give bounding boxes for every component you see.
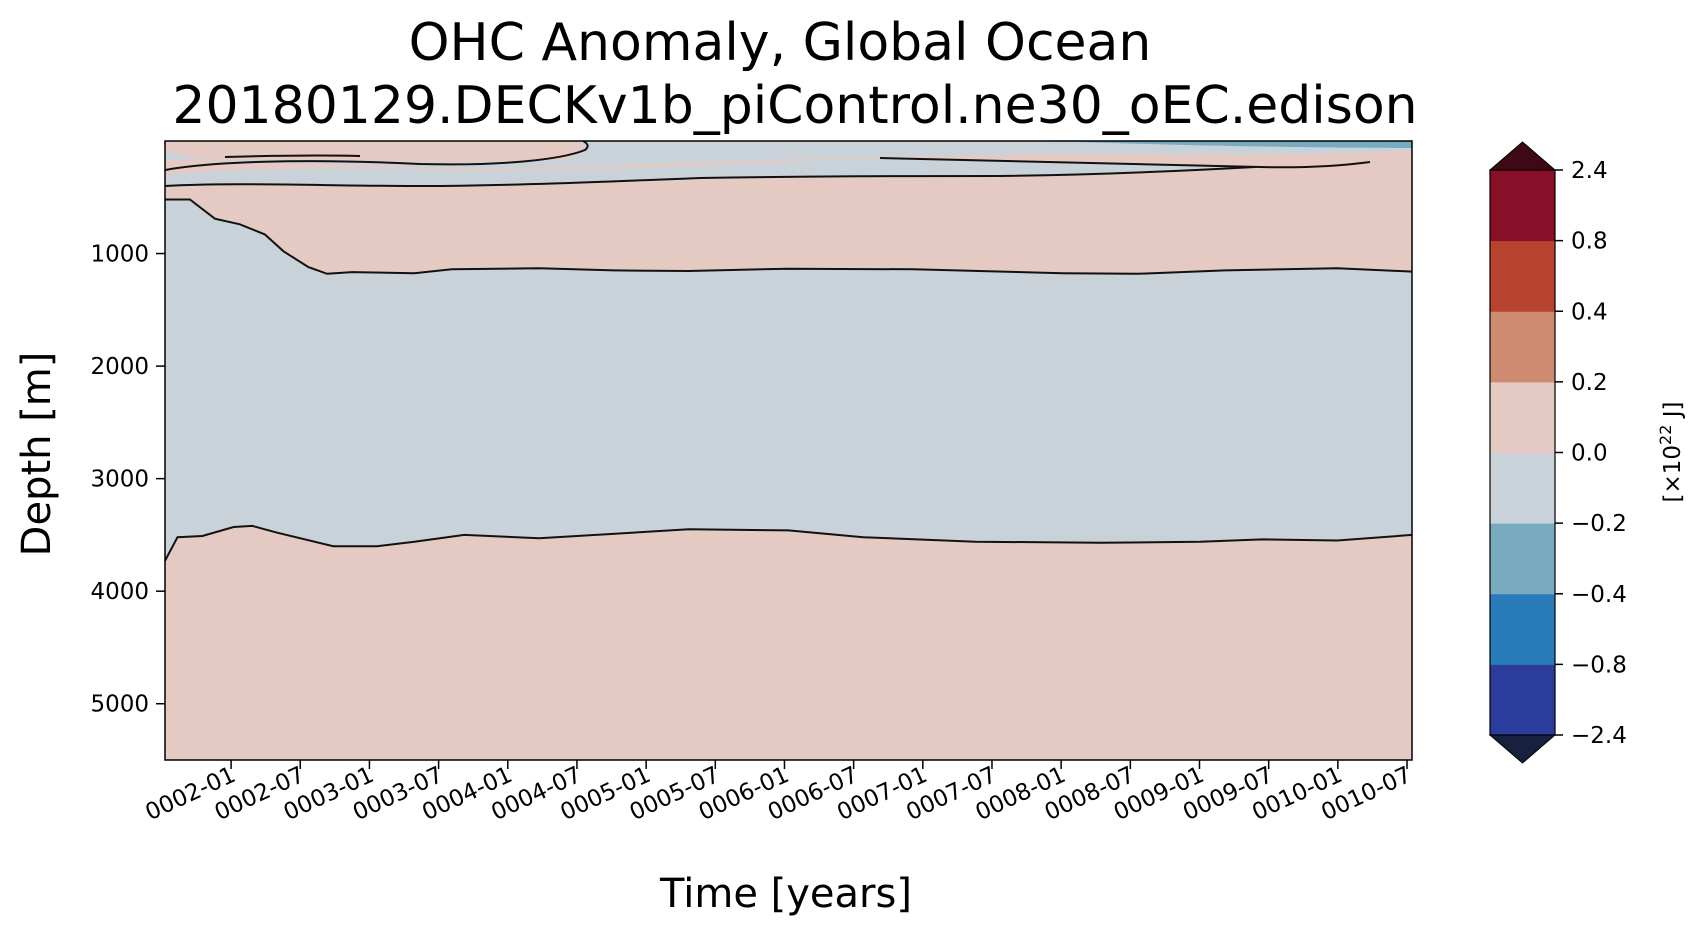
region-middle-negative: [165, 199, 1412, 561]
contour-line-upper: [165, 198, 1412, 275]
contour-line-deep: [165, 524, 1412, 562]
near-surface-positive-band: [165, 141, 584, 163]
colorbar-tick-label: 0.4: [1571, 299, 1608, 325]
colorbar-tick-label: 2.4: [1571, 158, 1608, 184]
y-tick-label: 4000: [90, 579, 149, 605]
contour-plot-area: [164, 140, 1413, 761]
colorbar-tick-label: 0.2: [1571, 370, 1608, 396]
contour-line-shallow-upper: [165, 141, 589, 171]
chart-title-line2: 20180129.DECKv1b_piControl.ne30_oEC.edis…: [172, 76, 1417, 136]
colorbar-segment: [1490, 311, 1555, 383]
colorbar-tick-label: −2.4: [1571, 723, 1627, 749]
y-tick-label: 1000: [90, 242, 149, 268]
colorbar-segment: [1490, 593, 1555, 665]
chart-title-line1: OHC Anomaly, Global Ocean: [409, 13, 1152, 73]
contour-line-shallow-loop: [224, 154, 361, 158]
colorbar-tick-label: −0.8: [1571, 652, 1627, 678]
colorbar-label: [×1022 J]: [1656, 402, 1686, 503]
shallow-negative-layer: [165, 159, 1255, 186]
colorbar: −2.4 −0.8 −0.4 −0.2 0.0 0.2 0.4 0.8 2.4: [1488, 141, 1627, 764]
y-tick-label: 3000: [90, 467, 149, 493]
colorbar-tick-label: −0.2: [1571, 511, 1627, 537]
colorbar-segment: [1490, 664, 1555, 736]
y-axis: 1000 2000 3000 4000 5000: [90, 242, 165, 718]
colorbar-extend-high: [1488, 141, 1557, 171]
colorbar-segment: [1490, 381, 1555, 453]
colorbar-tick-label: 0.8: [1571, 229, 1608, 255]
x-axis: 0002-010002-070003-010003-070004-010004-…: [142, 760, 1416, 826]
y-tick-label: 2000: [90, 354, 149, 380]
colorbar-tick-label: 0.0: [1571, 441, 1608, 467]
y-axis-label: Depth [m]: [14, 352, 60, 557]
plot-frame: [164, 140, 1413, 761]
region-deep-positive: [165, 525, 1412, 760]
colorbar-segment: [1490, 170, 1555, 242]
y-tick-label: 5000: [90, 692, 149, 718]
near-surface-strong-negative-band: [1000, 141, 1412, 148]
colorbar-segment: [1490, 523, 1555, 595]
contour-line-shallow-lower: [165, 166, 1256, 188]
x-axis-label: Time [years]: [659, 871, 912, 917]
contour-line-shallow-right: [879, 157, 1371, 169]
colorbar-segment: [1490, 240, 1555, 312]
colorbar-tick-label: −0.4: [1571, 582, 1627, 608]
colorbar-segment: [1490, 452, 1555, 524]
colorbar-extend-low: [1488, 734, 1557, 764]
